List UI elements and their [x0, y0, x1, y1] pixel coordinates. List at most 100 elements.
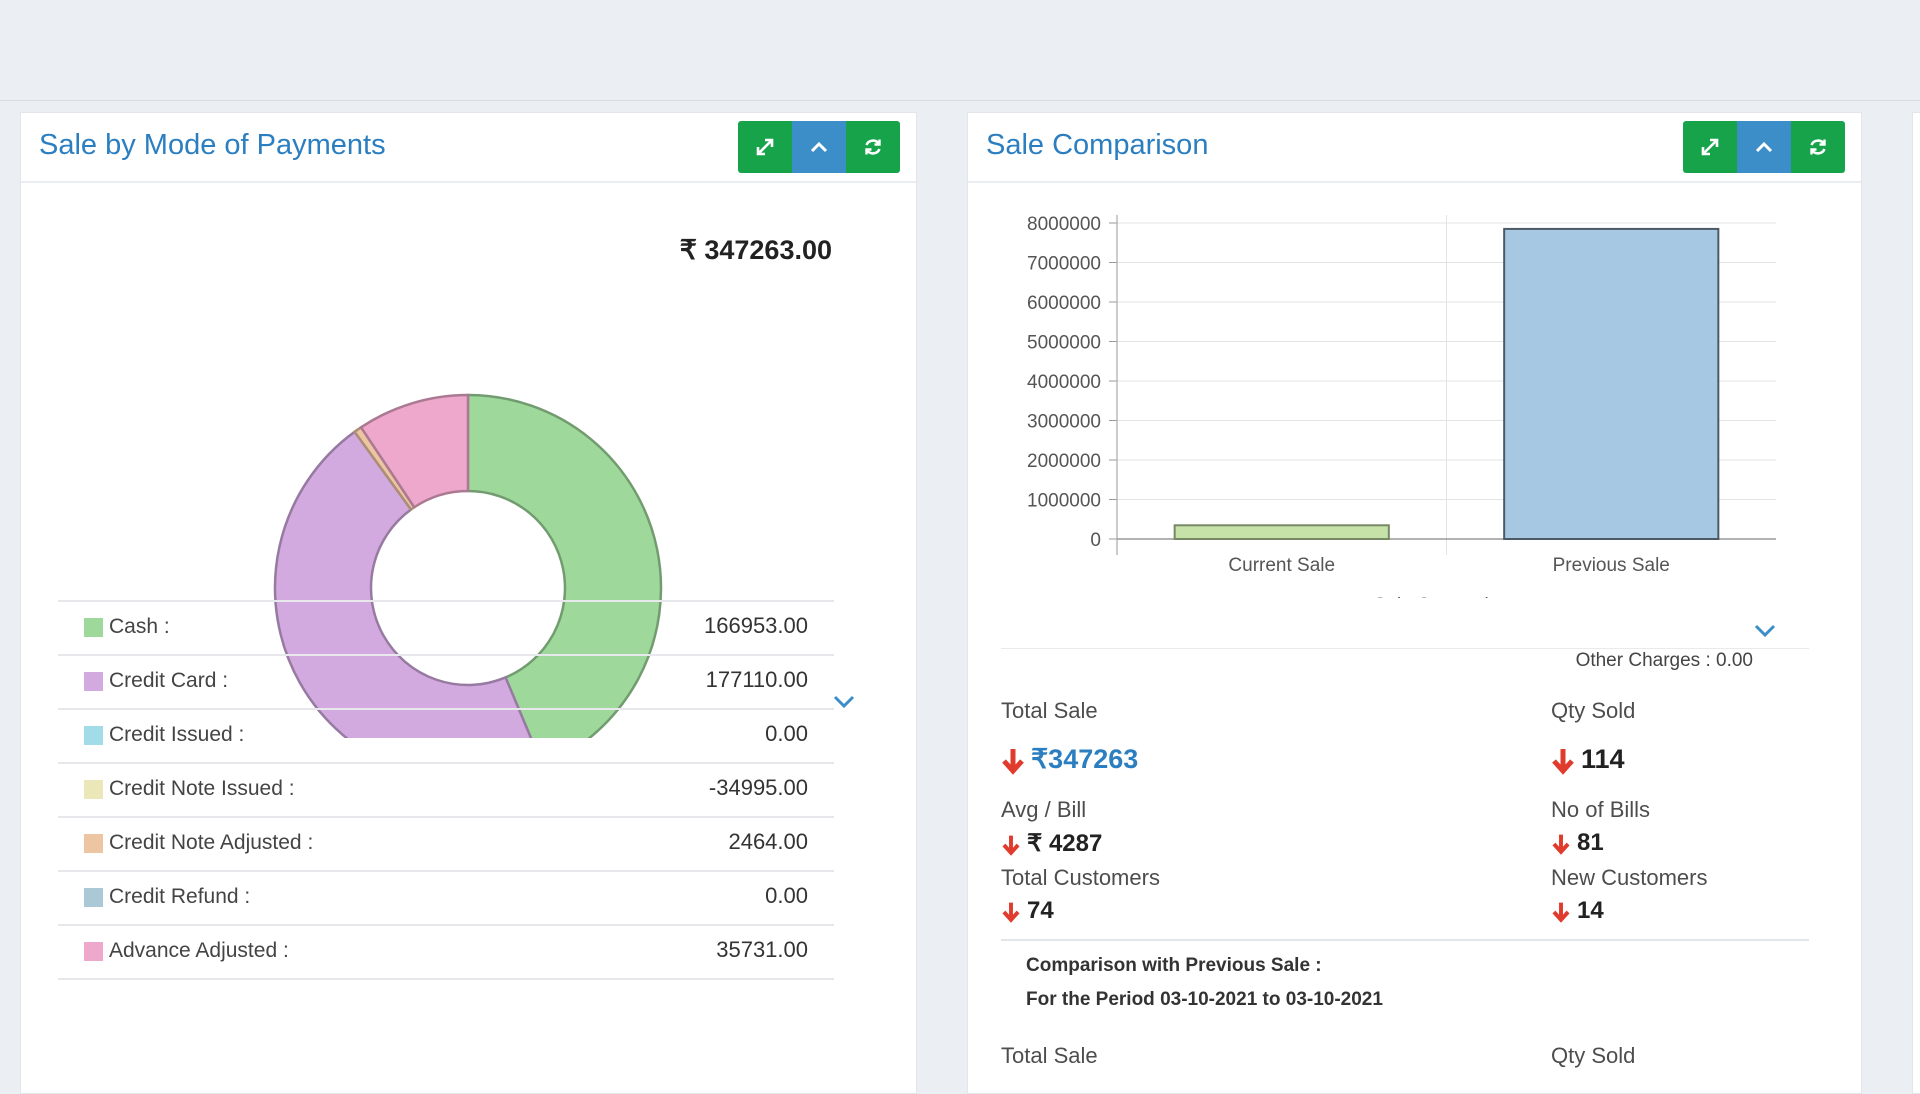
- legend-row: Credit Note Adjusted : 2464.00: [58, 816, 834, 870]
- legend-label: Credit Refund :: [109, 885, 251, 908]
- no-bills-amount: 81: [1577, 829, 1604, 856]
- y-tick-label: 5000000: [1027, 333, 1101, 354]
- expand-button[interactable]: [738, 121, 792, 173]
- divider: [1001, 939, 1809, 941]
- refresh-icon: [865, 139, 881, 155]
- refresh-button[interactable]: [846, 121, 900, 173]
- no-bills-label: No of Bills: [1551, 797, 1651, 822]
- legend-swatch: [84, 888, 103, 907]
- other-charges: Other Charges : 0.00: [1575, 650, 1753, 671]
- legend-value: 166953.00: [704, 613, 808, 638]
- chevron-down-icon[interactable]: [1754, 624, 1776, 638]
- legend-row: Credit Card : 177110.00: [58, 654, 834, 708]
- legend-swatch: [84, 672, 103, 691]
- chevron-up-icon: [1755, 141, 1773, 153]
- bar-previous-sale[interactable]: [1503, 227, 1720, 541]
- y-tick-label: 3000000: [1027, 412, 1101, 433]
- y-tick-label: 4000000: [1027, 372, 1101, 393]
- panel-title: Sale by Mode of Payments: [39, 129, 386, 161]
- legend-swatch: [84, 618, 103, 637]
- donut-slice-advance-adjusted[interactable]: [359, 393, 470, 509]
- arrow-down-icon: [1002, 902, 1020, 923]
- next-panel-edge: [1912, 112, 1920, 1094]
- no-bills-value: 81: [1551, 829, 1604, 857]
- expand-button[interactable]: [1683, 121, 1737, 173]
- arrow-down-icon: [1002, 748, 1024, 775]
- prev-qty-sold-label: Qty Sold: [1551, 1043, 1636, 1068]
- y-tick-label: 2000000: [1027, 451, 1101, 472]
- y-tick-label: 7000000: [1027, 254, 1101, 275]
- total-sale-value: ₹347263: [1001, 744, 1138, 775]
- arrow-down-icon: [1002, 835, 1020, 856]
- comparison-period: For the Period 03-10-2021 to 03-10-2021: [1026, 989, 1383, 1010]
- chevron-down-icon[interactable]: [833, 695, 855, 709]
- total-customers-label: Total Customers: [1001, 865, 1160, 890]
- total-sale-amount: ₹347263: [1031, 744, 1139, 774]
- legend-row: Advance Adjusted : 35731.00: [58, 924, 834, 980]
- qty-sold-value: 114: [1551, 744, 1625, 775]
- sale-comparison-panel: Sale Comparison 0 1000000 2000000 3000000 40…: [967, 112, 1862, 1094]
- refresh-button[interactable]: [1791, 121, 1845, 173]
- legend-label: Credit Note Adjusted :: [109, 831, 314, 854]
- panel-toolbar: [738, 121, 900, 173]
- total-sale-label: Total Sale: [1001, 698, 1098, 723]
- legend-value: 0.00: [765, 721, 808, 746]
- qty-sold-label: Qty Sold: [1551, 698, 1636, 723]
- legend-value: 2464.00: [728, 829, 808, 854]
- legend-row: Credit Issued : 0.00: [58, 708, 834, 762]
- prev-total-sale-label: Total Sale: [1001, 1043, 1098, 1068]
- top-bar: [0, 0, 1920, 101]
- legend-value: -34995.00: [708, 775, 808, 800]
- qty-sold-amount: 114: [1581, 744, 1625, 774]
- y-tick-label: 6000000: [1027, 293, 1101, 314]
- payment-legend: Cash :166953.00 Credit Card :177110.00 Cre…: [58, 600, 834, 980]
- collapse-button[interactable]: [792, 121, 846, 173]
- panel-header: Sale by Mode of Payments: [21, 113, 916, 183]
- x-tick-label: Current Sale: [1228, 555, 1335, 576]
- bar-current-sale[interactable]: [1173, 524, 1390, 540]
- avg-bill-label: Avg / Bill: [1001, 797, 1087, 822]
- arrow-down-icon: [1552, 902, 1570, 923]
- payment-donut-chart: [273, 393, 663, 738]
- legend-label: Credit Issued :: [109, 723, 245, 746]
- donut-slice-credit-card[interactable]: [273, 430, 543, 738]
- legend-swatch: [84, 780, 103, 799]
- y-tick-label: 8000000: [1027, 214, 1101, 235]
- panel-header: Sale Comparison: [968, 113, 1861, 183]
- new-customers-value: 14: [1551, 897, 1604, 925]
- donut-slice-cash[interactable]: [466, 393, 663, 738]
- divider: [1001, 648, 1809, 649]
- legend-swatch: [84, 834, 103, 853]
- panel-toolbar: [1683, 121, 1845, 173]
- legend-swatch: [84, 726, 103, 745]
- legend-row: Credit Note Issued : -34995.00: [58, 762, 834, 816]
- y-tick-label: 0: [1090, 530, 1101, 551]
- y-tick-label: 1000000: [1027, 491, 1101, 512]
- chevron-up-icon: [810, 141, 828, 153]
- sale-comparison-bar-chart: 0 1000000 2000000 3000000 4000000 5000000 6000…: [1027, 214, 1776, 598]
- avg-bill-amount: ₹ 4287: [1027, 830, 1103, 857]
- legend-label: Advance Adjusted :: [109, 939, 289, 962]
- legend-row: Credit Refund : 0.00: [58, 870, 834, 924]
- legend-swatch: [84, 942, 103, 961]
- total-amount: ₹ 347263.00: [679, 235, 832, 265]
- arrow-down-icon: [1552, 834, 1570, 855]
- legend-value: 35731.00: [716, 937, 808, 962]
- arrow-down-icon: [1552, 748, 1574, 775]
- expand-icon: [756, 138, 774, 156]
- comparison-heading: Comparison with Previous Sale :: [1026, 955, 1322, 976]
- x-axis-title: Sale Comparison: [1374, 595, 1520, 598]
- panel-title: Sale Comparison: [986, 129, 1209, 161]
- avg-bill-value: ₹ 4287: [1001, 829, 1102, 858]
- legend-row: Cash : 166953.00: [58, 600, 834, 654]
- legend-value: 0.00: [765, 883, 808, 908]
- new-customers-amount: 14: [1577, 897, 1604, 924]
- collapse-button[interactable]: [1737, 121, 1791, 173]
- legend-label: Cash :: [109, 615, 170, 638]
- x-tick-label: Previous Sale: [1553, 555, 1670, 576]
- total-customers-amount: 74: [1027, 897, 1054, 924]
- new-customers-label: New Customers: [1551, 865, 1708, 890]
- legend-label: Credit Card :: [109, 669, 229, 692]
- payment-mode-panel: Sale by Mode of Payments ₹ 347263.00: [20, 112, 917, 1094]
- legend-label: Credit Note Issued :: [109, 777, 295, 800]
